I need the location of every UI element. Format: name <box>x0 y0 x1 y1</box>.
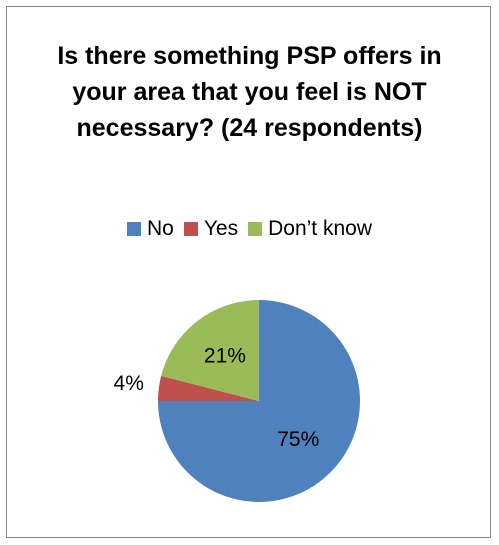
legend-swatch-no <box>126 222 141 236</box>
legend-label-dont-know: Don’t know <box>268 217 372 240</box>
legend-swatch-dont-know <box>248 222 263 236</box>
data-label-dont-know: 21% <box>204 345 246 368</box>
pie-plot: 75% 4% 21% <box>114 300 360 502</box>
chart-title: Is there something PSP offers in your ar… <box>57 42 442 142</box>
chart-frame: Is there something PSP offers in your ar… <box>6 6 491 538</box>
legend-label-no: No <box>146 217 174 240</box>
pie-slice-yes <box>158 375 259 401</box>
data-label-no: 75% <box>277 428 319 451</box>
legend-item-dont-know: Don’t know <box>248 217 372 241</box>
legend-item-yes: Yes <box>183 217 239 241</box>
legend-label-yes: Yes <box>203 217 239 240</box>
data-label-yes: 4% <box>114 372 144 395</box>
legend-swatch-yes <box>183 222 198 236</box>
chart-legend: No Yes Don’t know <box>7 217 492 241</box>
pie-slice-dont-know <box>161 300 259 401</box>
legend-item-no: No <box>126 217 174 241</box>
